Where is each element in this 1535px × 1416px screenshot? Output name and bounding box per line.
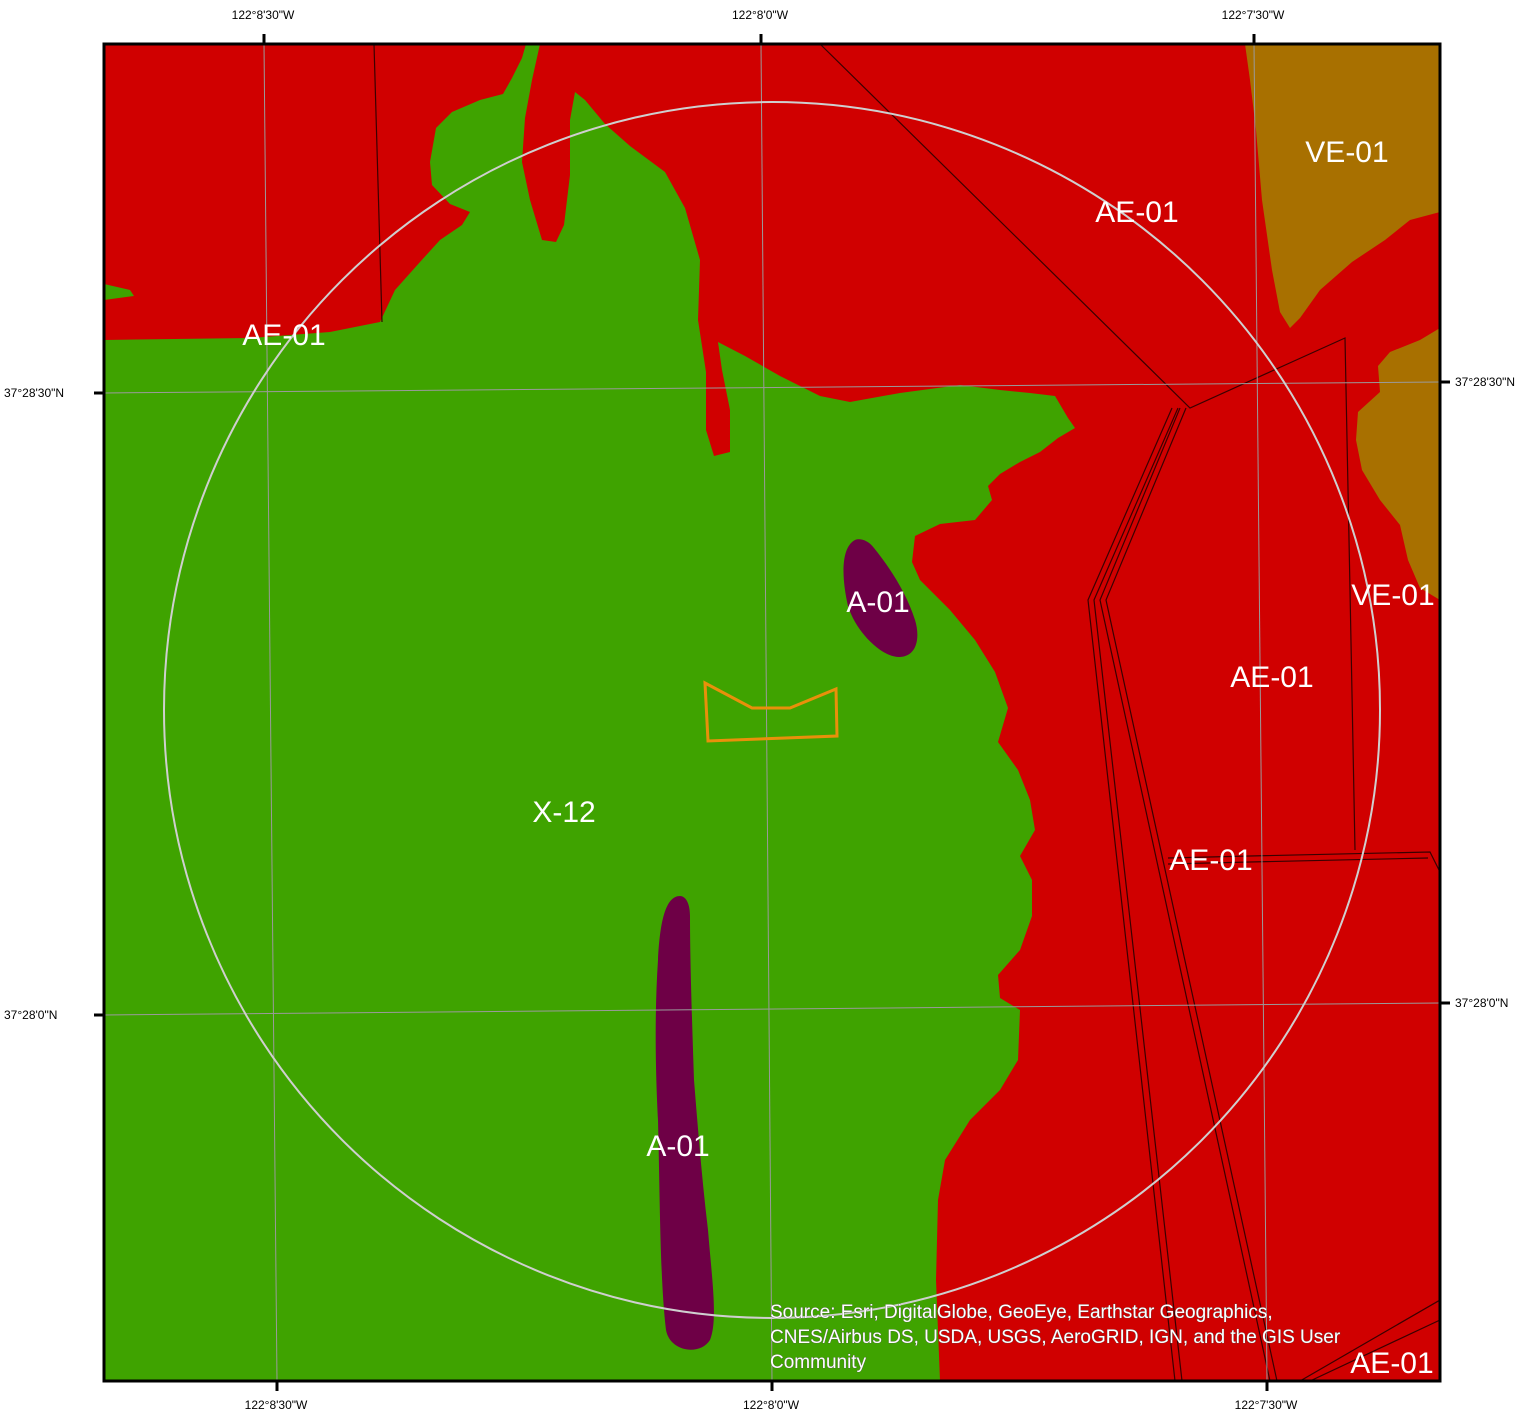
left-tick-2: 37°28'0"N [4, 1008, 58, 1022]
label-x-12: X-12 [532, 796, 595, 829]
label-ve-01-right: VE-01 [1351, 579, 1434, 612]
label-ae-01-lower-right: AE-01 [1169, 844, 1252, 877]
tick-marks [94, 34, 1450, 1391]
right-tick-1: 37°28'30"N [1455, 375, 1516, 389]
zone-a-01-upper [843, 539, 918, 658]
zone-ve-01-top [1245, 44, 1440, 328]
label-ae-01-top: AE-01 [1095, 196, 1178, 229]
attribution: Source: Esri, DigitalGlobe, GeoEye, Eart… [770, 1302, 1341, 1374]
site-polygon[interactable] [703, 680, 839, 743]
buffer-circle [163, 101, 1381, 1319]
bottom-tick-1: 122°8'30"W [244, 1398, 308, 1412]
zone-x-12 [104, 44, 1075, 1381]
label-ve-01-top: VE-01 [1305, 136, 1388, 169]
left-tick-1: 37°28'30"N [4, 386, 65, 400]
right-tick-2: 37°28'0"N [1455, 996, 1509, 1010]
attribution-line-3: Community [770, 1352, 867, 1373]
label-a-01-upper: A-01 [846, 586, 909, 619]
label-ae-01-upper-left: AE-01 [242, 319, 325, 352]
label-ae-01-right: AE-01 [1230, 661, 1313, 694]
map-layers: AE-01 AE-01 VE-01 VE-01 A-01 AE-01 X-12 … [104, 44, 1440, 1381]
attribution-line-2: CNES/Airbus DS, USDA, USGS, AeroGRID, IG… [770, 1327, 1341, 1348]
top-tick-3: 122°7'30"W [1221, 8, 1285, 22]
zone-ve-01-right [1356, 328, 1440, 600]
bottom-tick-2: 122°8'0"W [742, 1398, 800, 1412]
zone-x-12-notch [104, 284, 134, 300]
label-a-01-lower: A-01 [646, 1130, 709, 1163]
graticule-lines [104, 44, 1440, 1381]
label-ae-01-corner: AE-01 [1350, 1347, 1433, 1380]
top-tick-1: 122°8'30"W [231, 8, 295, 22]
attribution-line-1: Source: Esri, DigitalGlobe, GeoEye, Eart… [770, 1302, 1273, 1323]
bottom-tick-3: 122°7'30"W [1234, 1398, 1298, 1412]
top-tick-2: 122°8'0"W [731, 8, 789, 22]
